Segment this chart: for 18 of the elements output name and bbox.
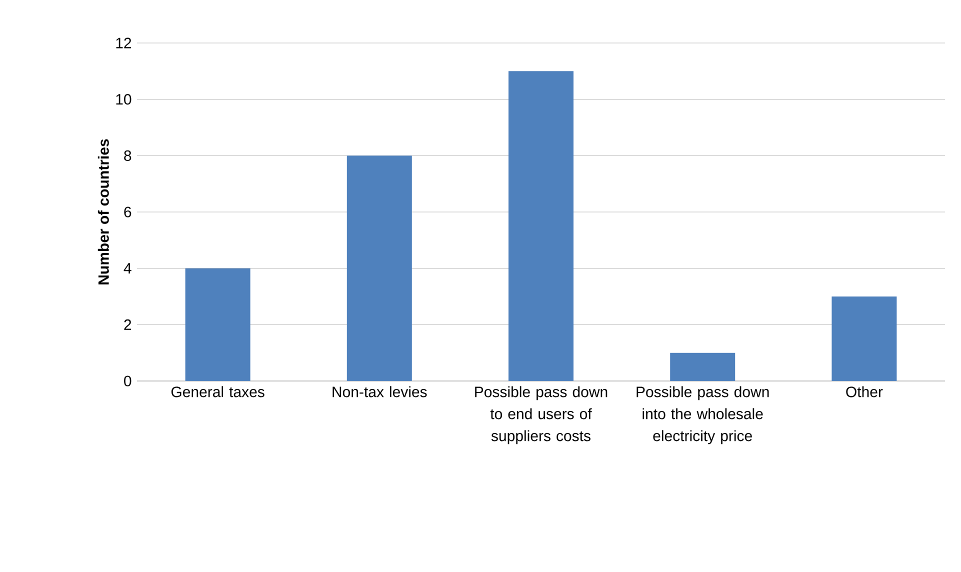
y-tick-label: 4 (124, 263, 132, 274)
y-tick-label: 8 (124, 150, 132, 161)
bar (346, 156, 412, 381)
y-tick-label: 6 (124, 206, 132, 218)
bar (670, 352, 736, 381)
y-tick-label: 10 (116, 94, 132, 105)
y-tick-label: 2 (124, 319, 132, 330)
x-tick-label: Other (846, 386, 883, 398)
y-tick-label: 0 (124, 376, 132, 386)
bar (508, 71, 574, 381)
y-axis-title: Number of countries (98, 139, 109, 284)
x-tick-label: General taxes (171, 386, 264, 398)
x-tick-label: Possible pass down to end users of suppliers costs (475, 386, 608, 444)
x-tick-label: Possible pass down into the wholesale electricity price (636, 386, 769, 444)
bar (185, 268, 250, 381)
bar (832, 296, 897, 381)
x-tick-label: Non-tax levies (332, 386, 427, 398)
y-tick-label: 12 (116, 38, 132, 48)
